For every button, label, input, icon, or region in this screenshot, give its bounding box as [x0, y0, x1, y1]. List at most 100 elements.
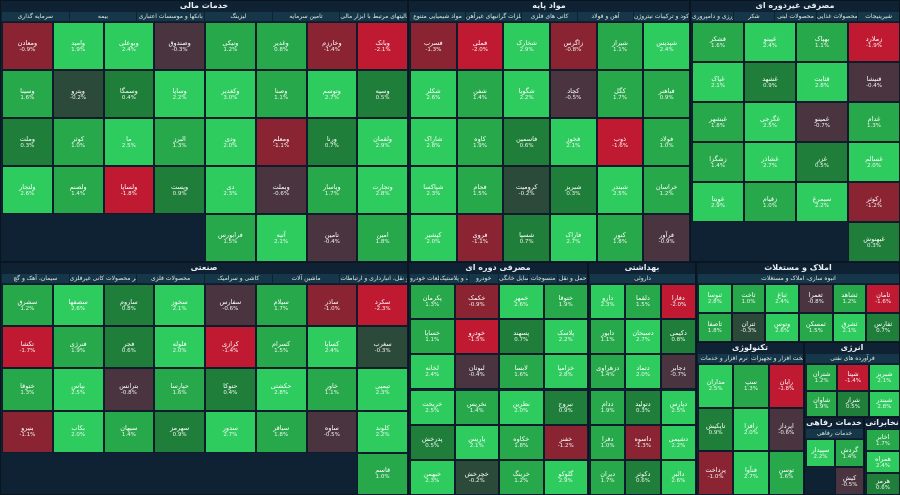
- stock-tile[interactable]: ولتجار 2.6%: [2, 166, 53, 214]
- stock-tile[interactable]: پدرخش 0.5%: [410, 424, 455, 460]
- stock-tile[interactable]: رایان -1.8%: [768, 364, 804, 408]
- group-header[interactable]: ماشین آلات: [272, 274, 340, 283]
- stock-tile[interactable]: خمهر 2.6%: [499, 284, 544, 320]
- stock-tile[interactable]: غبهنوش 0.3%: [848, 222, 900, 262]
- stock-tile[interactable]: غپینو 2.4%: [744, 22, 796, 62]
- group-header[interactable]: تولید کود و ترکیبات نیتروژن: [634, 12, 689, 21]
- stock-tile[interactable]: سغرب -0.3%: [357, 326, 408, 369]
- group-header[interactable]: لیزینگ: [205, 12, 272, 21]
- group-header[interactable]: حمل و نقل، انبارداری و ارتباطات: [340, 274, 407, 283]
- sector-title[interactable]: تکنولوژی: [732, 343, 768, 352]
- stock-tile[interactable]: فرابورس 1.5%: [205, 214, 256, 262]
- stock-tile[interactable]: شبریز 0.3%: [550, 166, 597, 214]
- stock-tile[interactable]: ثامان -1.6%: [866, 284, 900, 313]
- stock-tile[interactable]: زشگزا 1.4%: [692, 142, 744, 182]
- stock-tile[interactable]: شراز 0.5%: [837, 390, 869, 417]
- stock-tile[interactable]: شپنا -1.4%: [837, 364, 869, 391]
- stock-tile[interactable]: ولصنم 1.4%: [52, 166, 104, 214]
- group-header[interactable]: وسایل خانگی: [499, 274, 528, 283]
- group-header[interactable]: بانکها و موسسات اعتباری: [137, 12, 204, 21]
- stock-tile[interactable]: حپارسا 1.6%: [154, 368, 205, 411]
- stock-tile[interactable]: هرمز 0.6%: [866, 473, 900, 495]
- stock-tile[interactable]: فباهنر 0.9%: [643, 70, 690, 118]
- stock-tile[interactable]: وسپه 0.5%: [357, 70, 408, 118]
- stock-tile[interactable]: کسرام 1.5%: [255, 326, 307, 369]
- stock-tile[interactable]: قاسم 1.0%: [357, 452, 408, 495]
- stock-tile[interactable]: سبهان 1.4%: [103, 410, 155, 453]
- stock-tile[interactable]: فجام 1.5%: [456, 166, 504, 214]
- stock-tile[interactable]: ودی 2.0%: [205, 118, 256, 166]
- stock-tile[interactable]: دی 2.3%: [205, 166, 256, 214]
- group-header[interactable]: کانی های فلزی: [522, 12, 577, 21]
- stock-tile[interactable]: شبندر 2.5%: [596, 166, 644, 214]
- stock-tile[interactable]: زاگرس -0.8%: [550, 22, 597, 70]
- stock-tile[interactable]: کرومیت -0.2%: [503, 166, 550, 214]
- stock-tile[interactable]: وسینا 1.6%: [2, 70, 53, 118]
- group-header[interactable]: فرآورده های نفتی: [806, 354, 899, 363]
- stock-tile[interactable]: غزر 0.5%: [796, 142, 848, 182]
- stock-tile[interactable]: دکوثر 0.6%: [625, 459, 661, 495]
- stock-tile[interactable]: شفن 1.4%: [456, 70, 504, 118]
- stock-tile[interactable]: وامید 1.9%: [52, 22, 104, 70]
- stock-tile[interactable]: دزهراوی 1.4%: [590, 354, 626, 390]
- stock-tile[interactable]: دتماد 2.0%: [625, 354, 661, 390]
- stock-tile[interactable]: شپاکسا 2.3%: [410, 166, 457, 214]
- stock-tile[interactable]: کچاد -0.5%: [550, 70, 597, 118]
- group-header[interactable]: محصولات لبنی: [775, 12, 816, 21]
- stock-tile[interactable]: تپمپی 2.3%: [357, 368, 408, 411]
- group-header[interactable]: آهن و فولاد: [578, 12, 633, 21]
- group-header[interactable]: شیرینیجات: [858, 12, 899, 21]
- stock-tile[interactable]: ختوقا 1.9%: [543, 284, 588, 320]
- stock-tile[interactable]: دفارا -2.0%: [660, 284, 696, 320]
- stock-tile[interactable]: ولقمان 2.9%: [357, 118, 408, 166]
- stock-tile[interactable]: وملت 0.3%: [2, 118, 53, 166]
- stock-tile[interactable]: ثاخت 1.0%: [731, 284, 766, 313]
- sector-title[interactable]: املاک و مستغلات: [764, 263, 832, 272]
- stock-tile[interactable]: کلوند 2.2%: [357, 410, 408, 453]
- stock-tile[interactable]: حکشتی 2.8%: [255, 368, 307, 411]
- stock-tile[interactable]: سخوز 2.1%: [154, 284, 205, 327]
- group-header[interactable]: تامین سرمایه: [272, 12, 340, 21]
- stock-tile[interactable]: قنیشا -0.4%: [848, 62, 900, 102]
- stock-tile[interactable]: دالبر 2.6%: [660, 459, 696, 495]
- stock-tile[interactable]: ثفارس 0.7%: [866, 313, 900, 342]
- stock-tile[interactable]: خبهمن 2.3%: [410, 459, 455, 495]
- stock-tile[interactable]: شپدیس 2.4%: [643, 22, 690, 70]
- stock-tile[interactable]: سکرد -2.3%: [357, 284, 408, 327]
- group-header[interactable]: خودرو: [469, 274, 498, 283]
- stock-tile[interactable]: فسرب -1.3%: [410, 22, 457, 70]
- stock-tile[interactable]: وصندوق -0.3%: [154, 22, 205, 70]
- stock-tile[interactable]: قشکر 1.6%: [692, 22, 744, 62]
- group-header[interactable]: سیمان، آهک و گچ: [2, 274, 69, 283]
- stock-tile[interactable]: خریخت 2.5%: [410, 389, 455, 425]
- stock-tile[interactable]: شتران 1.2%: [806, 364, 838, 391]
- stock-tile[interactable]: توسن 1.6%: [768, 451, 804, 495]
- stock-tile[interactable]: شگویا 2.2%: [503, 70, 550, 118]
- stock-tile[interactable]: شبریز 2.1%: [868, 364, 900, 391]
- group-header[interactable]: سخت افزار و تجهیزات: [751, 354, 803, 363]
- stock-tile[interactable]: دسبحان 2.7%: [625, 319, 661, 355]
- stock-tile[interactable]: ورنا 0.7%: [306, 118, 358, 166]
- stock-tile[interactable]: پکرمان 1.3%: [410, 284, 455, 320]
- sector-title[interactable]: انرژی: [840, 343, 864, 352]
- group-header[interactable]: فعالیتهای مرتبط با ابزار مالی: [340, 12, 407, 21]
- stock-tile[interactable]: پسهند 0.7%: [499, 319, 544, 355]
- stock-tile[interactable]: دفرا 1.0%: [590, 424, 626, 460]
- stock-tile[interactable]: لبوتان -0.4%: [454, 354, 499, 390]
- sector-title[interactable]: مصرفی دوره ای: [465, 263, 531, 272]
- stock-tile[interactable]: غدام 1.3%: [848, 102, 900, 142]
- stock-tile[interactable]: لابسا 1.6%: [499, 354, 544, 390]
- stock-tile[interactable]: وپست 0.9%: [154, 166, 205, 214]
- group-header[interactable]: داروئی: [590, 274, 695, 283]
- stock-tile[interactable]: نبروج 0.9%: [543, 389, 588, 425]
- stock-tile[interactable]: وتوس 2.6%: [765, 313, 799, 342]
- stock-tile[interactable]: ذوب -1.6%: [596, 118, 644, 166]
- stock-tile[interactable]: بهپاک 1.1%: [796, 22, 848, 62]
- stock-tile[interactable]: تکشا -1.7%: [2, 326, 53, 369]
- stock-tile[interactable]: ولساپا -1.8%: [103, 166, 155, 214]
- stock-tile[interactable]: وپترو -0.2%: [52, 70, 104, 118]
- stock-tile[interactable]: غپاک 2.1%: [692, 62, 744, 102]
- group-header[interactable]: انبوه سازی، املاک و مستغلات: [698, 274, 899, 283]
- group-header[interactable]: شکر: [733, 12, 775, 21]
- stock-tile[interactable]: ومعادن -0.9%: [2, 22, 53, 70]
